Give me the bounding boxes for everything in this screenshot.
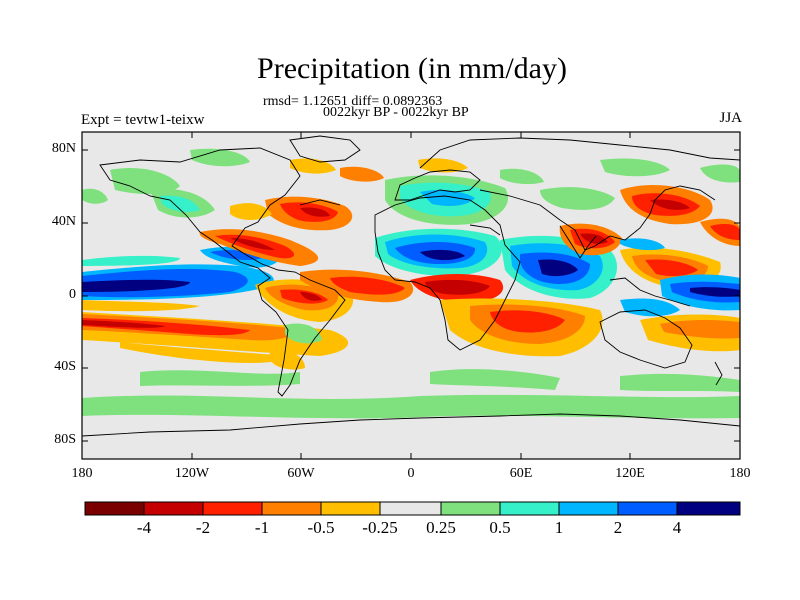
colorbar-box	[202, 501, 263, 516]
stats-text: rmsd= 1.12651 diff= 0.0892363	[263, 94, 443, 109]
colorbar-box	[143, 501, 204, 516]
colorbar-box	[676, 501, 741, 516]
colorbar-box	[320, 501, 381, 516]
lon-label: 180	[71, 466, 93, 481]
colorbar-label: -4	[136, 518, 152, 537]
lat-label: 80N	[51, 141, 76, 156]
colorbar-label: 2	[613, 518, 623, 537]
colorbar-label: 0.25	[426, 518, 456, 537]
lat-label: 40S	[54, 359, 76, 374]
axis-ticks	[81, 132, 741, 459]
season-label: JJA	[719, 110, 742, 126]
colorbar-label: -0.25	[362, 518, 398, 537]
period-text: 0022kyr BP - 0022kyr BP	[323, 105, 469, 120]
colorbar-label: 0.5	[489, 518, 511, 537]
colorbar-box	[84, 501, 145, 516]
lon-label: 180	[729, 466, 751, 481]
colorbar-label: -2	[195, 518, 211, 537]
colorbar-label: 4	[672, 518, 682, 537]
colorbar-box	[499, 501, 560, 516]
colorbar-label: -1	[254, 518, 270, 537]
colorbar-box	[440, 501, 501, 516]
coastlines	[82, 135, 740, 437]
lat-label: 40N	[51, 214, 76, 229]
precip-field	[82, 132, 740, 459]
colorbar	[84, 501, 741, 516]
lon-label: 60E	[509, 466, 533, 481]
colorbar-label: 1	[554, 518, 564, 537]
colorbar-label: -0.5	[307, 518, 335, 537]
colorbar-box	[617, 501, 678, 516]
colorbar-box	[379, 501, 442, 516]
map-title: Precipitation (in mm/day)	[257, 52, 567, 85]
lon-label: 120E	[615, 466, 645, 481]
lat-label: 0	[69, 287, 76, 302]
lon-label: 0	[407, 466, 415, 481]
colorbar-box	[558, 501, 619, 516]
lon-label: 60W	[287, 466, 315, 481]
experiment-label: Expt = tevtw1-teixw	[81, 112, 205, 128]
colorbar-box	[261, 501, 322, 516]
lat-label: 80S	[54, 432, 76, 447]
lon-label: 120W	[174, 466, 210, 481]
